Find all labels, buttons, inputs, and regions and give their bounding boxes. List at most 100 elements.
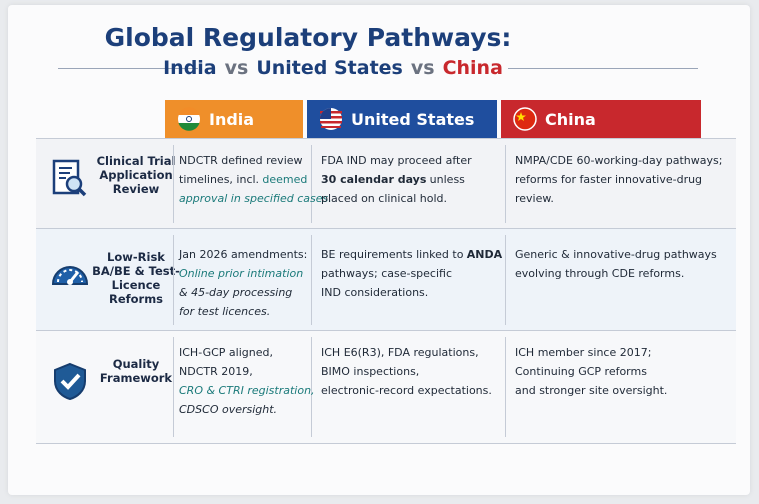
flag-icon xyxy=(320,108,342,130)
cell-text: ANDA xyxy=(466,248,503,261)
cell: BE requirements linked to ANDA pathways; c… xyxy=(321,245,502,302)
cell-line: Generic & innovative-drug pathways xyxy=(515,245,717,264)
cell-line: NMPA/CDE 60-working-day pathways; xyxy=(515,151,722,170)
flag-icon xyxy=(178,107,200,131)
cell-text: 30 calendar days xyxy=(321,173,427,186)
cell-text: pathways; case-specific xyxy=(321,267,453,280)
row-label: Low-Risk BA/BE & Test-Licence Reforms xyxy=(92,250,180,306)
cell-line: NDCTR 2019, xyxy=(179,362,315,381)
cell-text: NDCTR 2019, xyxy=(179,365,253,378)
cell-text: for test licences. xyxy=(179,305,271,318)
column-label: China xyxy=(545,109,596,129)
cell-line: CRO & CTRI registration, xyxy=(179,381,315,400)
divider xyxy=(311,337,312,437)
cell-line: Jan 2026 amendments: xyxy=(179,245,307,264)
row-icon xyxy=(51,266,89,285)
cell-line: evolving through CDE reforms. xyxy=(515,264,717,283)
title: Global Regulatory Pathways: xyxy=(104,23,512,52)
cell-text: FDA IND may proceed after xyxy=(321,154,472,167)
cell-text: & 45-day processing xyxy=(179,286,293,299)
subtitle-part: United States xyxy=(256,57,403,79)
cell-line: review. xyxy=(515,189,722,208)
cell-text: placed on clinical hold. xyxy=(321,192,448,205)
cell-line: reforms for faster innovative-drug xyxy=(515,170,722,189)
cell-line: ICH member since 2017; xyxy=(515,343,667,362)
cell-text: IND considerations. xyxy=(321,286,429,299)
cell-line: and stronger site oversight. xyxy=(515,381,667,400)
divider xyxy=(173,235,174,325)
cell-text: NDCTR defined review xyxy=(179,154,303,167)
divider xyxy=(173,337,174,437)
cell-line: BE requirements linked to ANDA xyxy=(321,245,502,264)
cell-text: NMPA/CDE 60-working-day pathways; xyxy=(515,154,723,167)
cell-text: Generic & innovative-drug pathways xyxy=(515,248,717,261)
subtitle-part: vs xyxy=(410,57,435,79)
cell-text: Jan 2026 amendments: xyxy=(179,248,308,261)
row-label: Clinical Trial Application Review xyxy=(96,154,176,196)
card: Global Regulatory Pathways: India vs Unite… xyxy=(8,5,750,495)
table-row: Low-Risk BA/BE & Test-Licence Reforms Jan… xyxy=(36,228,736,331)
subtitle-part: India xyxy=(163,57,217,79)
cell-line: approval in specified cases. xyxy=(179,189,332,208)
cell: ICH member since 2017; Continuing GCP ref… xyxy=(515,343,667,400)
cell-text: reforms for faster innovative-drug xyxy=(515,173,703,186)
cell-line: NDCTR defined review xyxy=(179,151,332,170)
table-row: Clinical Trial Application Review NDCTR d… xyxy=(36,138,736,229)
cell-line: & 45-day processing xyxy=(179,283,307,302)
cell-text: unless xyxy=(429,173,465,186)
subtitle: India vs United States vs China xyxy=(8,57,658,79)
column-header: United States xyxy=(307,100,497,138)
cell-line: Online prior intimation xyxy=(179,264,307,283)
divider xyxy=(173,145,174,223)
column-header: China xyxy=(501,100,701,138)
cell-text: BIMO inspections, xyxy=(321,365,420,378)
cell: NMPA/CDE 60-working-day pathways; reforms… xyxy=(515,151,722,208)
cell-line: IND considerations. xyxy=(321,283,502,302)
cell-text: review. xyxy=(515,192,554,205)
cell-line: 30 calendar days unless xyxy=(321,170,472,189)
column-label: India xyxy=(209,109,255,129)
divider xyxy=(505,145,506,223)
flag-icon xyxy=(513,107,537,131)
rule xyxy=(58,68,198,69)
cell-text: approval in specified cases. xyxy=(179,192,332,205)
cell-line: BIMO inspections, xyxy=(321,362,492,381)
cell-text: Online prior intimation xyxy=(179,267,304,280)
column-label: United States xyxy=(351,109,475,129)
cell: Generic & innovative-drug pathways evolvi… xyxy=(515,245,717,283)
cell-text: BE requirements linked to xyxy=(321,248,464,261)
cell-text: ICH member since 2017; xyxy=(515,346,652,359)
divider xyxy=(311,235,312,325)
rule xyxy=(508,68,698,69)
cell-text: ICH E6(R3), FDA regulations, xyxy=(321,346,479,359)
cell-line: FDA IND may proceed after xyxy=(321,151,472,170)
cell-text: CRO & CTRI registration, xyxy=(179,384,315,397)
cell-line: for test licences. xyxy=(179,302,307,321)
cell-text: and stronger site oversight. xyxy=(515,384,668,397)
subtitle-part: China xyxy=(442,57,503,79)
row-icon xyxy=(52,159,87,197)
cell-line: pathways; case-specific xyxy=(321,264,502,283)
cell-text: timelines, incl. xyxy=(179,173,260,186)
cell-text: evolving through CDE reforms. xyxy=(515,267,685,280)
cell-line: CDSCO oversight. xyxy=(179,400,315,419)
row-label: Quality Framework xyxy=(99,357,173,385)
cell: Jan 2026 amendments: Online prior intimat… xyxy=(179,245,307,321)
cell: ICH E6(R3), FDA regulations, BIMO inspect… xyxy=(321,343,492,400)
cell-text: deemed xyxy=(262,173,308,186)
cell-line: placed on clinical hold. xyxy=(321,189,472,208)
column-header: India xyxy=(165,100,303,138)
cell-text: ICH-GCP aligned, xyxy=(179,346,273,359)
row-icon xyxy=(54,362,86,401)
cell-text: electronic-record expectations. xyxy=(321,384,492,397)
cell-line: timelines, incl. deemed xyxy=(179,170,332,189)
cell-line: electronic-record expectations. xyxy=(321,381,492,400)
table-row: Quality Framework ICH-GCP aligned, NDCTR 2… xyxy=(36,330,736,444)
divider xyxy=(505,235,506,325)
cell: NDCTR defined review timelines, incl. deem… xyxy=(179,151,332,208)
cell-text: CDSCO oversight. xyxy=(179,403,278,416)
cell: FDA IND may proceed after 30 calendar day… xyxy=(321,151,472,208)
cell-text: Continuing GCP reforms xyxy=(515,365,647,378)
divider xyxy=(311,145,312,223)
